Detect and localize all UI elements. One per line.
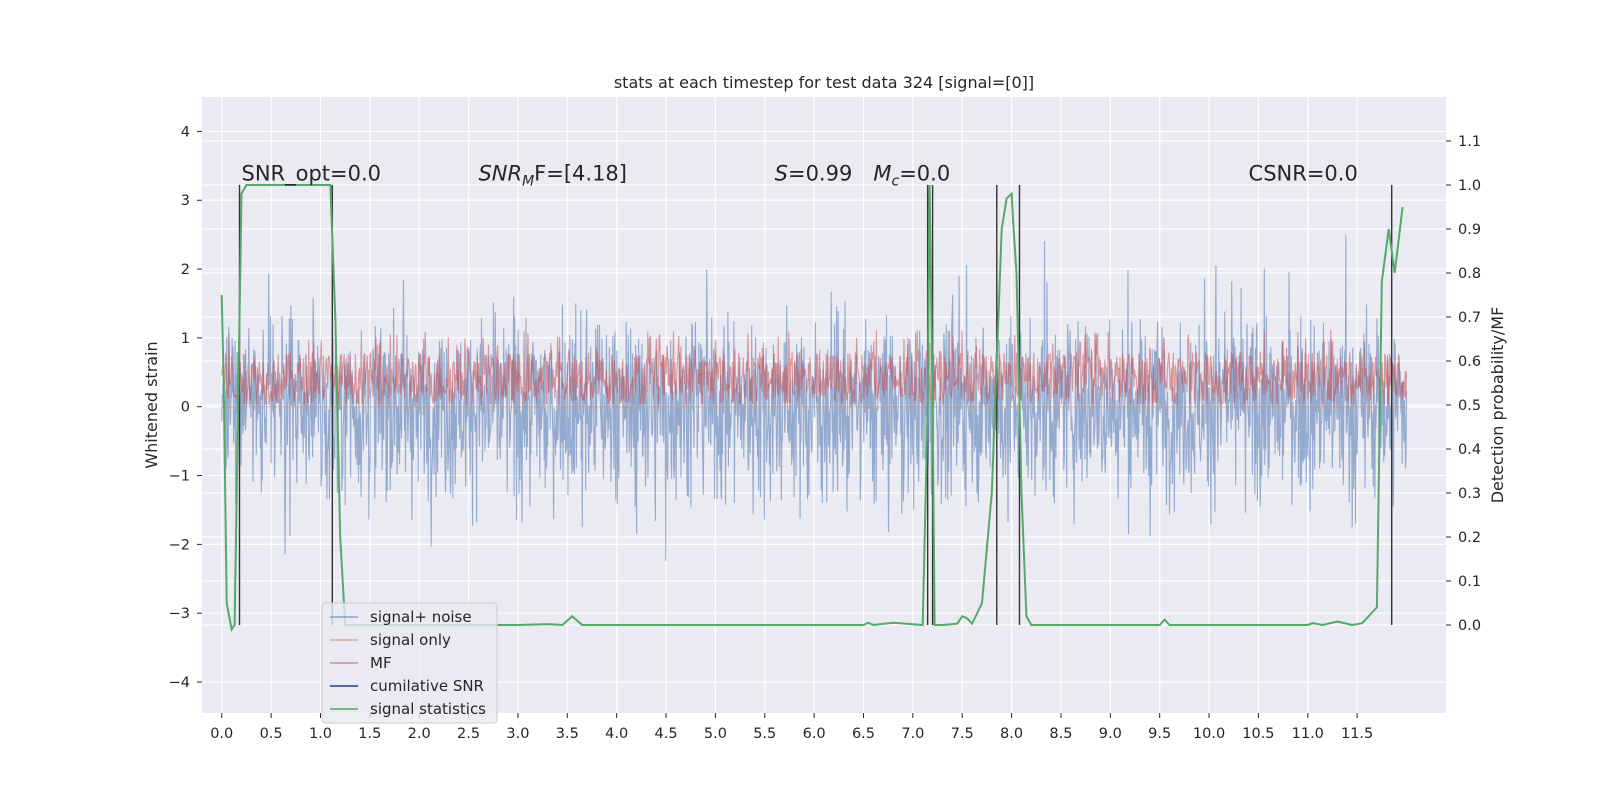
legend-item: signal only	[330, 631, 451, 649]
x-tick-label: 6.5	[852, 726, 875, 742]
mf-line	[221, 330, 1408, 407]
annotation-text: SNR_opt=0.0	[241, 161, 381, 186]
annotation-part: =0.0	[899, 161, 950, 185]
y-tick-label: −4	[169, 675, 190, 691]
y2-tick-label: 0.8	[1458, 266, 1481, 282]
x-tick-label: 11.5	[1341, 726, 1373, 742]
legend-item: cumilative SNR	[330, 677, 484, 695]
x-tick-label: 10.5	[1242, 726, 1274, 742]
legend-label: signal statistics	[370, 700, 486, 718]
annotation-text: S=0.99	[775, 161, 853, 185]
annotation-part: F=[4.18]	[534, 161, 627, 185]
annotation-part: =0.99	[788, 161, 852, 185]
annotation-subscript: c	[891, 173, 899, 189]
x-tick-label: 2.0	[408, 726, 431, 742]
chart-title: stats at each timestep for test data 324…	[614, 73, 1034, 92]
legend-item: MF	[330, 654, 392, 672]
legend-label: signal only	[370, 631, 451, 649]
annotation-part: CSNR=0.0	[1249, 161, 1358, 185]
y2-tick-label: 1.1	[1458, 134, 1481, 150]
y2-tick-label: 0.2	[1458, 530, 1481, 546]
signal-statistics-line	[220, 184, 1404, 632]
x-tick-label: 1.0	[309, 726, 332, 742]
annotation-part: M	[873, 161, 891, 185]
annotation-part: SNR_opt=0.0	[241, 161, 381, 186]
y-axis-ticks: −4 −3 −2 −1 0 1 2 3 4	[169, 124, 202, 691]
x-tick-label: 0.0	[210, 726, 233, 742]
y-tick-label: 4	[181, 124, 190, 140]
annotation-text: CSNR=0.0	[1249, 161, 1358, 185]
x-tick-label: 11.0	[1292, 726, 1324, 742]
x-tick-label: 2.5	[457, 726, 480, 742]
x-tick-label: 1.5	[358, 726, 381, 742]
x-tick-label: 3.5	[556, 726, 579, 742]
y2-axis-label: Detection probability/MF	[1488, 307, 1507, 504]
signal-statistics-series	[220, 184, 1404, 632]
legend: signal+ noise signal only MF cumilative …	[321, 602, 498, 724]
x-tick-label: 5.5	[753, 726, 776, 742]
x-tick-label: 4.5	[655, 726, 678, 742]
y-tick-label: 1	[181, 331, 190, 347]
y2-tick-label: 0.5	[1458, 398, 1481, 414]
y-tick-label: 2	[181, 262, 190, 278]
y2-tick-label: 0.9	[1458, 222, 1481, 238]
annotation-part: S	[775, 161, 788, 185]
annotation-part: SNR	[478, 161, 522, 185]
annotation-text: Mc=0.0	[873, 161, 950, 189]
y2-tick-label: 0.7	[1458, 310, 1481, 326]
x-tick-label: 10.0	[1193, 726, 1225, 742]
legend-label: MF	[370, 654, 392, 672]
y2-tick-label: 0.4	[1458, 442, 1481, 458]
x-tick-label: 8.0	[1000, 726, 1023, 742]
x-tick-label: 9.0	[1099, 726, 1122, 742]
legend-box	[321, 602, 498, 724]
y2-axis-ticks: 0.0 0.1 0.2 0.3 0.4 0.5 0.6 0.7 0.8 0.9 1.0 1.1	[1446, 134, 1481, 634]
x-tick-label: 9.5	[1148, 726, 1171, 742]
y-tick-label: −2	[169, 537, 190, 553]
y-tick-label: 3	[181, 193, 190, 209]
annotation-subscript: M	[522, 173, 534, 189]
x-tick-label: 7.5	[951, 726, 974, 742]
legend-item: signal statistics	[330, 700, 486, 718]
x-tick-label: 0.5	[260, 726, 283, 742]
x-tick-label: 5.0	[704, 726, 727, 742]
legend-label: signal+ noise	[370, 608, 472, 626]
annotation-text: SNRMF=[4.18]	[478, 161, 627, 189]
y2-tick-label: 0.3	[1458, 486, 1481, 502]
y-tick-label: −1	[169, 469, 190, 485]
x-tick-label: 8.5	[1049, 726, 1072, 742]
x-tick-label: 7.0	[901, 726, 924, 742]
y2-tick-label: 0.6	[1458, 354, 1481, 370]
y-tick-label: −3	[169, 606, 190, 622]
legend-label: cumilative SNR	[370, 677, 484, 695]
annotations: SNR_opt=0.0 SNRMF=[4.18] S=0.99 Mc=0.0 CSNR=…	[241, 161, 1357, 189]
x-tick-label: 6.0	[803, 726, 826, 742]
legend-item: signal+ noise	[330, 608, 472, 626]
x-tick-label: 3.0	[506, 726, 529, 742]
y-axis-label: Whitened strain	[142, 341, 161, 468]
y-tick-label: 0	[181, 400, 190, 416]
y2-tick-label: 0.0	[1458, 618, 1481, 634]
y2-tick-label: 1.0	[1458, 178, 1481, 194]
x-tick-label: 4.0	[605, 726, 628, 742]
x-axis-ticks: 0.0 0.5 1.0 1.5 2.0 2.5 3.0 3.5 4.0 4.5 5.0 5.5 6.0 6…	[210, 713, 1373, 742]
mf-series	[221, 330, 1408, 407]
y2-tick-label: 0.1	[1458, 574, 1481, 590]
